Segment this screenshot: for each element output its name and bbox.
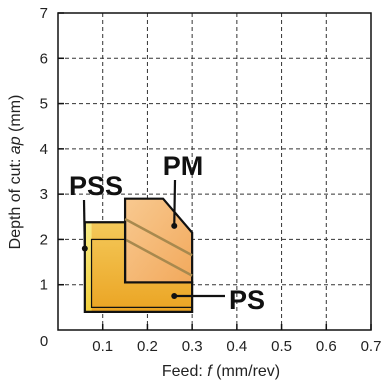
region-label-pss: PSS xyxy=(69,171,123,201)
region-ps xyxy=(91,222,193,312)
annotation-dot xyxy=(171,293,178,300)
pm-diagonal-band xyxy=(124,238,193,277)
pm-diagonal-band-upper xyxy=(124,217,193,257)
x-tick-label: 0.4 xyxy=(226,338,247,355)
region-label-ps: PS xyxy=(229,285,265,315)
y-axis-title: Depth of cut: ap (mm) xyxy=(7,95,24,250)
x-tick-label: 0.6 xyxy=(316,338,337,355)
region-pss xyxy=(84,222,92,312)
region-labels: PSS PM PS xyxy=(69,151,265,315)
x-tick-label: 0.5 xyxy=(271,338,292,355)
annotation-leader xyxy=(173,179,177,226)
x-tick-label: 0.1 xyxy=(92,338,113,355)
origin-label: 0 xyxy=(40,333,48,350)
x-axis-title-var: f xyxy=(207,363,213,380)
y-tick-label: 6 xyxy=(40,50,48,67)
x-axis-title-prefix: Feed: xyxy=(162,363,207,380)
y-tick-label: 1 xyxy=(40,277,48,294)
x-axis-title-suffix: (mm/rev) xyxy=(212,363,280,380)
y-axis-title-prefix: Depth of cut: xyxy=(7,154,24,249)
y-tick-label: 4 xyxy=(40,141,48,158)
y-tick-label: 5 xyxy=(40,96,48,113)
x-tick-label: 0.3 xyxy=(182,338,203,355)
y-tick-label: 3 xyxy=(40,186,48,203)
y-tick-label: 7 xyxy=(40,5,48,22)
x-tick-label: 0.7 xyxy=(361,338,382,355)
y-axis-title-suffix: (mm) xyxy=(7,95,24,137)
x-axis-title: Feed: f (mm/rev) xyxy=(162,363,280,380)
annotation-dot xyxy=(81,245,88,252)
y-tick-label: 2 xyxy=(40,231,48,248)
x-tick-label: 0.2 xyxy=(137,338,158,355)
annotation-dot xyxy=(171,222,178,229)
y-axis-title-var: ap xyxy=(7,136,24,154)
plot-frame xyxy=(57,12,372,331)
annotation-leader xyxy=(82,199,86,249)
ps-inner-outline xyxy=(90,238,193,308)
axes xyxy=(57,12,372,331)
region-label-pm: PM xyxy=(163,151,204,181)
tick-labels: 0.1 0.2 0.3 0.4 0.5 0.6 0.7 1 2 3 4 5 6 7 xyxy=(40,5,382,355)
